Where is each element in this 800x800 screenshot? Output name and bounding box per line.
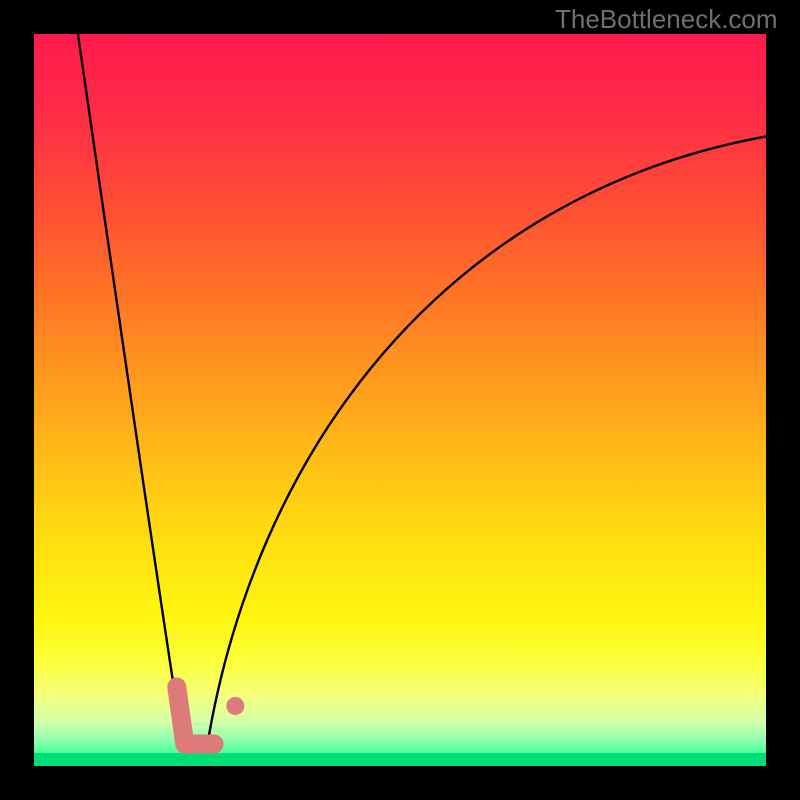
watermark-text: TheBottleneck.com [555,4,778,35]
bottleneck-curves [34,34,766,766]
plot-area [34,34,766,766]
chart-stage: TheBottleneck.com [0,0,800,800]
